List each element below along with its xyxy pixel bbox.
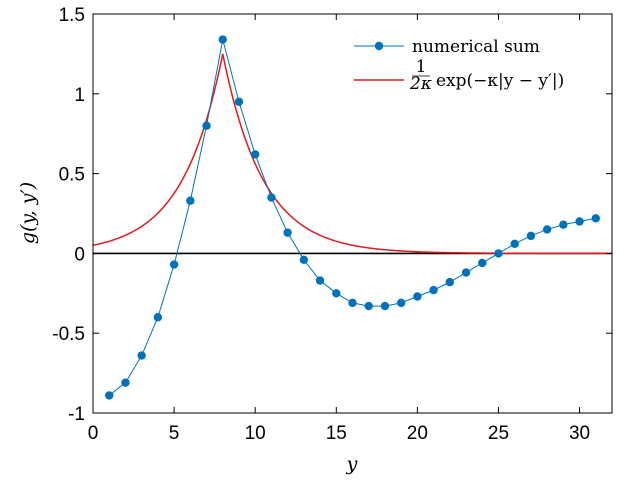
series-numerical-sum-point	[332, 289, 341, 298]
x-tick-label: 30	[569, 423, 590, 444]
series-numerical-sum-point	[267, 193, 276, 202]
legend-swatch-numerical-sum-marker	[374, 41, 384, 51]
y-tick-label: -1	[68, 404, 85, 425]
y-tick-label: 0.5	[59, 165, 85, 186]
y-tick-label: -0.5	[52, 324, 85, 345]
series-numerical-sum-point	[315, 276, 325, 285]
series-layer	[92, 35, 612, 400]
series-numerical-sum-point	[396, 298, 406, 308]
series-numerical-sum-point	[542, 225, 552, 234]
series-numerical-sum-point	[510, 239, 519, 249]
series-exp-decay-line	[92, 53, 612, 255]
series-numerical-sum-point	[250, 150, 260, 159]
series-numerical-sum-point	[153, 313, 163, 322]
y-tick-label: 0	[74, 244, 85, 265]
x-tick-label: 10	[245, 423, 266, 444]
ticks-layer: 0 5 10 15 20 25 30 -1 -0.5 0 0.5 1 1.5	[52, 5, 612, 444]
x-tick-label: 20	[407, 423, 428, 444]
legend-label-exp-denominator: 2κ	[409, 74, 432, 94]
series-numerical-sum-point	[429, 285, 438, 295]
x-axis-label: y	[346, 453, 358, 475]
series-numerical-sum-point	[186, 196, 195, 205]
series-numerical-sum-point	[478, 258, 487, 268]
series-numerical-sum-point	[559, 220, 568, 229]
series-numerical-sum-point	[234, 97, 244, 106]
y-tick-label: 1.5	[59, 5, 85, 26]
series-numerical-sum-point	[105, 391, 114, 400]
plot-frame	[92, 13, 613, 414]
x-tick-label: 5	[169, 423, 180, 444]
x-tick-label: 25	[488, 423, 509, 444]
series-numerical-sum-point	[413, 292, 422, 301]
legend-label-exp-numerator: 1	[416, 57, 427, 77]
series-numerical-sum-point	[591, 214, 600, 223]
series-numerical-sum-point	[121, 378, 130, 387]
series-numerical-sum-point	[461, 268, 471, 277]
legend-box	[348, 30, 602, 100]
series-numerical-sum-point	[380, 301, 390, 311]
legend: numerical sum 1 2κ exp(−κ|y − y′|)	[348, 30, 602, 100]
series-numerical-sum-point	[169, 260, 179, 269]
series-numerical-sum-point	[575, 217, 584, 226]
series-numerical-sum-point	[445, 277, 455, 287]
series-numerical-sum-point	[348, 298, 357, 308]
y-axis-label: g(y, y′)	[17, 182, 39, 244]
y-tick-label: 1	[74, 85, 85, 106]
series-numerical-sum-point	[364, 301, 373, 311]
series-numerical-sum-point	[137, 351, 146, 360]
legend-label-numerical-sum: numerical sum	[412, 37, 540, 57]
series-numerical-sum-point	[202, 121, 211, 130]
x-tick-label: 0	[88, 423, 99, 444]
legend-label-exp-expression: exp(−κ|y − y′|)	[436, 71, 564, 91]
series-numerical-sum-point	[299, 255, 309, 264]
x-tick-label: 15	[326, 423, 347, 444]
series-numerical-sum-point	[218, 35, 227, 44]
series-numerical-sum-point	[494, 249, 503, 258]
series-numerical-sum-point	[526, 231, 536, 241]
series-numerical-sum-point	[283, 228, 292, 237]
